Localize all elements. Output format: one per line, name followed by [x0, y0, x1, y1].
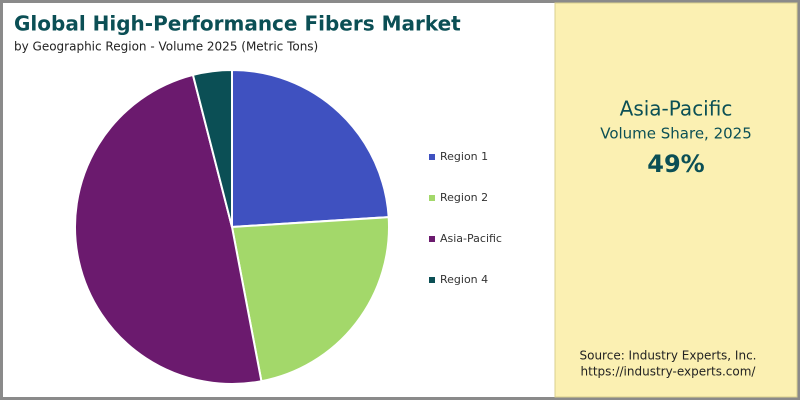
- pie-slice: [230, 216, 390, 383]
- source: Source: Industry Experts, Inc.: [579, 349, 756, 363]
- legend-label: Region 2: [440, 191, 488, 204]
- title: Global High-Performance Fibers Market: [14, 12, 461, 36]
- source-url: https://industry-experts.com/: [581, 365, 757, 379]
- callout-share: 49%: [647, 150, 704, 178]
- callout-region: Asia-Pacific: [620, 97, 733, 121]
- legend-label: Region 4: [440, 273, 488, 286]
- legend-swatch: [429, 277, 435, 283]
- legend-swatch: [429, 154, 435, 160]
- pie-chart: Region 1 Region 2 Asia-Pacific Region 4: [74, 68, 502, 385]
- callout-panel: [554, 2, 798, 398]
- callout-caption: Volume Share, 2025: [600, 125, 752, 143]
- legend-label: Asia-Pacific: [440, 232, 502, 245]
- legend-swatch: [429, 195, 435, 201]
- legend-label: Region 1: [440, 150, 488, 163]
- pie-slice: [74, 73, 263, 385]
- pie-slice: [231, 68, 390, 229]
- legend-swatch: [429, 236, 435, 242]
- subtitle: by Geographic Region - Volume 2025 (Metr…: [14, 40, 318, 54]
- pie-slice: [191, 68, 233, 228]
